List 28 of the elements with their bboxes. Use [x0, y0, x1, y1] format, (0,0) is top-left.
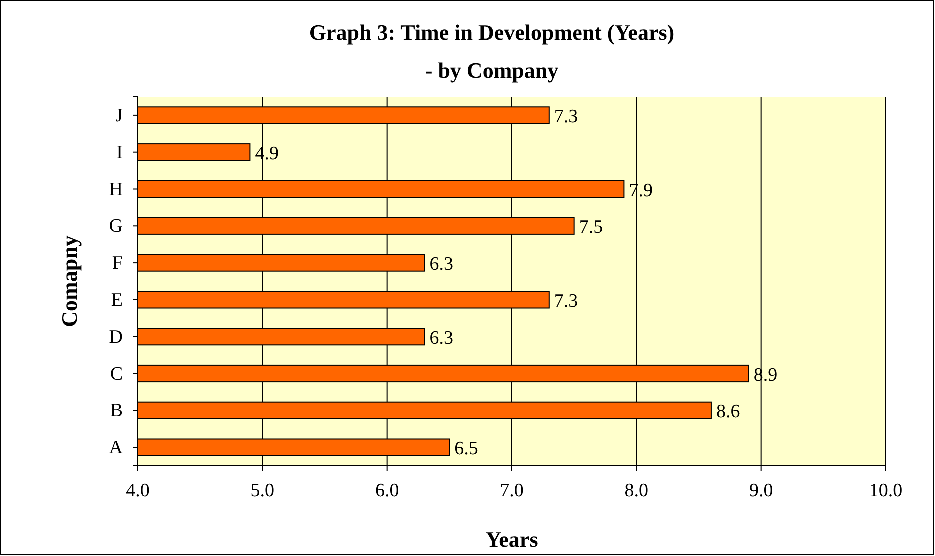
x-tick-label: 7.0 [500, 480, 524, 502]
y-tick-label: D [109, 326, 123, 348]
data-label: 7.3 [554, 106, 578, 128]
y-tick-label: E [111, 290, 123, 312]
y-tick-label: I [116, 142, 123, 164]
y-axis-title: Comapny [57, 236, 82, 328]
data-label: 6.3 [430, 328, 454, 349]
y-tick-label: C [110, 364, 123, 385]
y-tick-label: J [116, 106, 123, 127]
chart-subtitle: - by Company [425, 58, 559, 83]
data-label: 6.3 [430, 254, 454, 276]
y-tick-label: A [109, 438, 124, 459]
x-tick-label: 4.0 [126, 480, 150, 502]
data-label: 7.5 [579, 217, 604, 238]
x-tick-label: 5.0 [250, 480, 275, 502]
x-tick-label: 10.0 [869, 480, 903, 502]
x-tick-label: 8.0 [624, 480, 649, 502]
y-tick-label: H [109, 179, 124, 200]
x-tick-label: 9.0 [749, 480, 774, 502]
chart-title: Graph 3: Time in Development (Years) [309, 20, 675, 45]
y-tick-label: F [112, 253, 123, 274]
y-tick-label: B [110, 400, 123, 422]
data-label: 6.5 [454, 438, 478, 460]
x-tick-label: 6.0 [375, 480, 400, 502]
y-tick-label: G [109, 216, 124, 238]
x-axis-title: Years [486, 527, 539, 552]
data-label: 7.3 [554, 290, 578, 312]
data-label: 8.6 [716, 402, 740, 423]
